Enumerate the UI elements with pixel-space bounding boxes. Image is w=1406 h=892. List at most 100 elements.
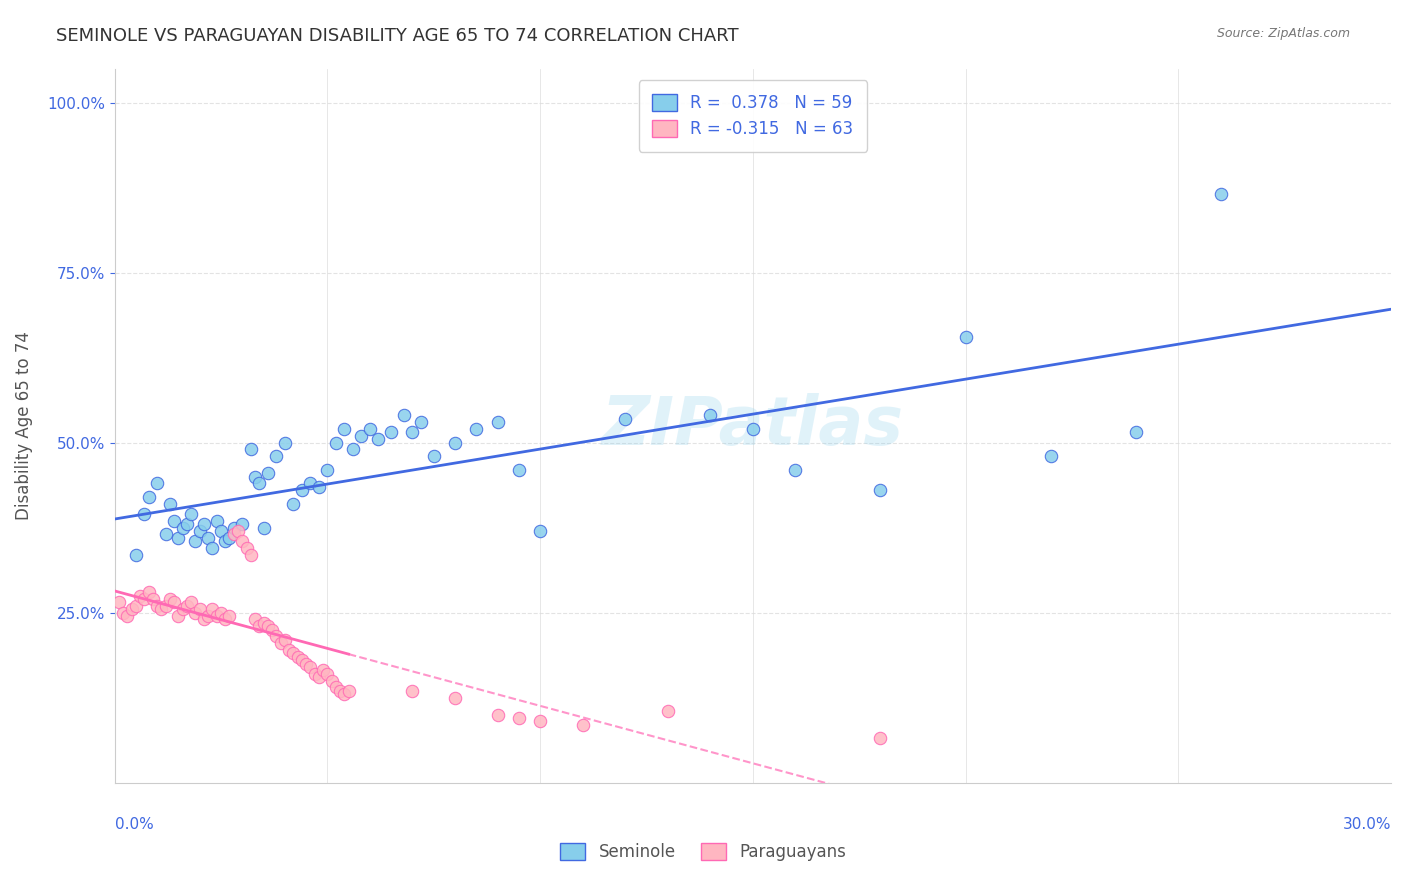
Point [184,534,207,549]
Point [197,609,219,624]
Point [125,599,148,613]
Point [222,521,245,535]
Point [252,615,274,630]
Point [465,422,488,436]
Point [291,483,314,498]
Point [176,517,198,532]
Point [380,425,402,440]
Point [508,711,530,725]
Point [270,636,292,650]
Point [367,432,389,446]
Point [337,684,360,698]
Point [283,497,305,511]
Point [869,731,891,746]
Point [256,619,278,633]
Point [231,534,253,549]
Point [163,595,186,609]
Point [869,483,891,498]
Point [218,531,240,545]
Point [138,490,160,504]
Point [214,534,236,549]
Text: 0.0%: 0.0% [115,817,153,832]
Point [243,612,266,626]
Point [239,442,262,457]
Point [312,664,335,678]
Point [129,589,152,603]
Point [529,524,551,538]
Point [785,463,807,477]
Point [342,442,364,457]
Point [299,476,322,491]
Point [304,666,326,681]
Point [163,514,186,528]
Point [138,585,160,599]
Point [205,514,228,528]
Point [308,670,330,684]
Point [209,606,232,620]
Point [205,609,228,624]
Point [201,602,224,616]
Point [657,704,679,718]
Point [422,449,444,463]
Point [401,425,423,440]
Point [266,449,288,463]
Point [295,657,318,671]
Point [1039,449,1062,463]
Point [243,469,266,483]
Point [444,435,467,450]
Legend: Seminole, Paraguayans: Seminole, Paraguayans [547,830,859,875]
Point [444,690,467,705]
Point [1209,187,1232,202]
Point [247,476,270,491]
Point [274,435,297,450]
Point [508,463,530,477]
Legend: R =  0.378   N = 59, R = -0.315   N = 63: R = 0.378 N = 59, R = -0.315 N = 63 [638,80,868,152]
Point [486,707,509,722]
Point [247,619,270,633]
Point [125,548,148,562]
Point [401,684,423,698]
Point [159,592,181,607]
Point [283,647,305,661]
Point [172,521,194,535]
Point [167,531,190,545]
Point [209,524,232,538]
Point [291,653,314,667]
Point [1125,425,1147,440]
Point [155,527,177,541]
Point [142,592,165,607]
Point [266,630,288,644]
Point [486,415,509,429]
Point [188,602,211,616]
Point [333,687,356,701]
Point [108,595,131,609]
Point [150,602,173,616]
Point [121,602,143,616]
Text: Source: ZipAtlas.com: Source: ZipAtlas.com [1216,27,1350,40]
Text: 30.0%: 30.0% [1343,817,1391,832]
Point [316,666,339,681]
Point [193,517,215,532]
Point [180,507,202,521]
Point [308,480,330,494]
Point [176,599,198,613]
Point [409,415,432,429]
Point [329,684,352,698]
Point [359,422,381,436]
Point [172,602,194,616]
Point [252,521,274,535]
Point [180,595,202,609]
Point [256,467,278,481]
Point [193,612,215,626]
Point [529,714,551,729]
Point [274,632,297,647]
Point [112,606,135,620]
Point [201,541,224,555]
Point [333,422,356,436]
Point [226,524,249,538]
Point [325,435,347,450]
Point [146,476,169,491]
Point [222,527,245,541]
Point [699,409,721,423]
Point [614,412,637,426]
